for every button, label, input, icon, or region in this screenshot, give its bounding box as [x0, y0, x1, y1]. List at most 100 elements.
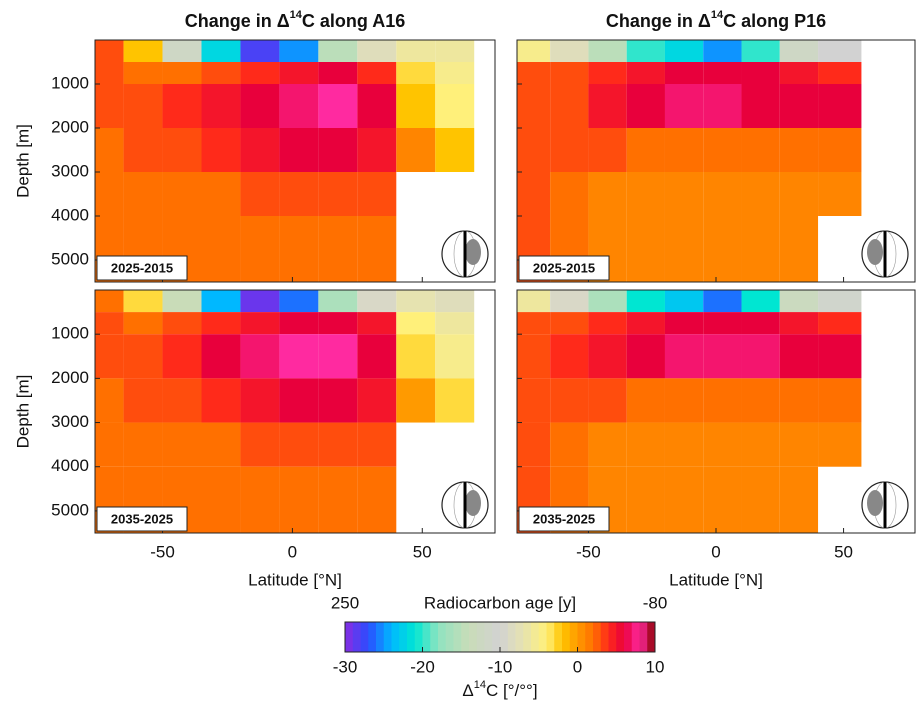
cell: [779, 466, 819, 533]
cell: [741, 334, 780, 379]
cell: [779, 312, 819, 335]
cell: [201, 172, 241, 216]
cell: [162, 172, 202, 216]
cell: [741, 62, 780, 84]
cell: [818, 84, 862, 128]
colorbar-top-label: Radiocarbon age [y]: [424, 593, 576, 612]
frame: [94, 289, 496, 534]
colorbar-step: [445, 622, 454, 652]
cell: [779, 422, 819, 467]
colorbar-step: [585, 622, 594, 652]
cell: [279, 216, 319, 282]
cell: [626, 290, 665, 313]
cell: [626, 40, 665, 62]
cell: [201, 378, 241, 423]
cell: [550, 378, 589, 423]
colorbar-step: [616, 622, 625, 652]
cell: [201, 62, 241, 84]
cell: [435, 378, 475, 423]
cell: [779, 128, 819, 172]
globe-land: [465, 239, 481, 265]
cell: [95, 84, 124, 128]
cell: [626, 422, 665, 467]
colorbar-step: [414, 622, 423, 652]
label-box: [518, 255, 610, 281]
colorbar-step: [407, 622, 416, 652]
cell: [703, 128, 742, 172]
colorbar-step: [531, 622, 540, 652]
cell: [357, 172, 397, 216]
cell: [664, 84, 704, 128]
cell: [318, 128, 358, 172]
cell: [703, 378, 742, 423]
cell: [741, 128, 780, 172]
cell: [279, 378, 319, 423]
cell: [818, 62, 862, 84]
colorbar-step: [515, 622, 524, 652]
globe-land: [867, 239, 883, 265]
cell: [318, 84, 358, 128]
cell: [779, 378, 819, 423]
cell: [517, 84, 551, 128]
cell: [240, 62, 280, 84]
cell: [123, 312, 163, 335]
cell: [550, 290, 589, 313]
x-tick-label: -50: [576, 542, 601, 561]
cell: [318, 422, 358, 467]
cell: [626, 466, 665, 533]
y-tick-label: 1000: [51, 324, 89, 343]
cell: [318, 290, 358, 313]
cell: [550, 312, 589, 335]
colorbar-label-part: 14: [474, 679, 486, 691]
cell: [741, 422, 780, 467]
cell: [162, 84, 202, 128]
cell: [779, 40, 819, 62]
cell: [357, 422, 397, 467]
cell: [240, 422, 280, 467]
panel-title-part: 14: [290, 9, 303, 21]
cell: [626, 172, 665, 216]
cell: [123, 422, 163, 467]
colorbar-step: [538, 622, 547, 652]
panel-title-part: Change in Δ: [185, 11, 290, 31]
cell: [435, 40, 475, 62]
cell: [741, 84, 780, 128]
cell: [550, 84, 589, 128]
cell: [240, 128, 280, 172]
cell: [517, 334, 551, 379]
cell: [279, 40, 319, 62]
panel-label: 2025-2015: [533, 260, 595, 275]
cell: [95, 334, 124, 379]
cell: [703, 216, 742, 282]
colorbar-step: [391, 622, 400, 652]
cell: [741, 172, 780, 216]
cell: [123, 128, 163, 172]
cell: [318, 216, 358, 282]
cell: [435, 84, 475, 128]
colorbar-step: [476, 622, 485, 652]
cell: [279, 334, 319, 379]
cell: [357, 128, 397, 172]
y-tick-label: 1000: [51, 73, 89, 92]
cell: [162, 62, 202, 84]
colorbar-step: [507, 622, 516, 652]
colorbar-tick-label: 0: [573, 657, 582, 676]
cell: [396, 378, 436, 423]
cell: [818, 290, 862, 313]
cell: [201, 84, 241, 128]
cell: [396, 312, 436, 335]
y-tick-label: 2000: [51, 117, 89, 136]
x-tick-label: 0: [711, 542, 720, 561]
cell: [818, 378, 862, 423]
cell: [779, 290, 819, 313]
cell: [240, 334, 280, 379]
cell: [741, 312, 780, 335]
cell: [550, 334, 589, 379]
cell: [664, 422, 704, 467]
panel-label: 2035-2025: [533, 511, 595, 526]
y-axis-label: Depth [m]: [13, 375, 32, 449]
cell: [779, 84, 819, 128]
cell: [703, 466, 742, 533]
colorbar-step: [639, 622, 648, 652]
cell: [703, 172, 742, 216]
